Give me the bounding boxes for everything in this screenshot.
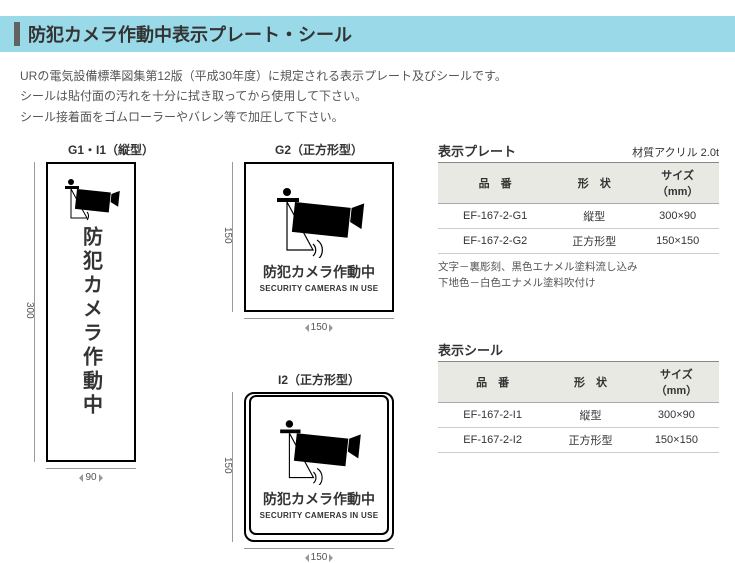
plate-table: 品 番 形 状 サイズ （mm） EF-167-2-G1 縦型 300×90 E… <box>438 163 719 254</box>
table-row: EF-167-2-I2 正方形型 150×150 <box>438 427 719 452</box>
cell-shape: 正方形型 <box>552 229 636 254</box>
cell-shape: 正方形型 <box>547 427 634 452</box>
cell-shape: 縦型 <box>547 402 634 427</box>
sign-g1i1-text: 防犯カメラ作動中 <box>77 226 106 418</box>
dim-width: 90 <box>46 472 136 483</box>
cell-size: 300×90 <box>634 402 719 427</box>
camera-icon <box>61 172 121 222</box>
sign-g2: 防犯カメラ作動中 SECURITY CAMERAS IN USE <box>244 162 394 312</box>
content-grid: G1・I1（縦型） 300 防犯カメラ作動中 90 G2（正方形型） <box>0 141 735 563</box>
sign-g1i1-block: G1・I1（縦型） 300 防犯カメラ作動中 90 <box>16 141 206 563</box>
column-2: G2（正方形型） 150 防犯カメラ作動中 SECURITY CAM <box>214 141 424 563</box>
page-title: 防犯カメラ作動中表示プレート・シール <box>28 21 352 47</box>
intro-line: シール接着面をゴムローラーやバレン等で加圧して下さい。 <box>20 107 715 127</box>
seal-title: 表示シール <box>438 340 503 359</box>
seal-table: 品 番 形 状 サイズ （mm） EF-167-2-I1 縦型 300×90 E… <box>438 362 719 453</box>
cell-size: 150×150 <box>634 427 719 452</box>
dim-line <box>232 392 233 542</box>
sign-g1i1-label: G1・I1（縦型） <box>16 141 206 158</box>
dim-width: 150 <box>244 322 394 333</box>
camera-icon <box>269 178 369 258</box>
cell-shape: 縦型 <box>552 204 636 229</box>
sign-i2-jp: 防犯カメラ作動中 <box>263 489 375 509</box>
table-row: EF-167-2-G2 正方形型 150×150 <box>438 229 719 254</box>
cell-size: 150×150 <box>636 229 719 254</box>
sign-g2-label: G2（正方形型） <box>214 141 424 158</box>
th-size: サイズ （mm） <box>634 362 719 403</box>
header-accent <box>14 22 20 46</box>
th-code: 品 番 <box>438 163 552 204</box>
th-code: 品 番 <box>438 362 547 403</box>
sign-g2-jp: 防犯カメラ作動中 <box>263 262 375 282</box>
sign-g1i1: 防犯カメラ作動中 <box>46 162 136 462</box>
dim-line <box>232 162 233 312</box>
sign-i2-en: SECURITY CAMERAS IN USE <box>260 511 379 520</box>
cell-size: 300×90 <box>636 204 719 229</box>
sign-i2-inner: 防犯カメラ作動中 SECURITY CAMERAS IN USE <box>249 395 389 535</box>
cell-code: EF-167-2-I1 <box>438 402 547 427</box>
sign-g2-en: SECURITY CAMERAS IN USE <box>260 284 379 293</box>
plate-footnote: 文字－裏彫刻、黒色エナメル塗料流し込み 下地色－白色エナメル塗料吹付け <box>438 260 719 292</box>
intro-text: URの電気設備標準図集第12版（平成30年度）に規定される表示プレート及びシール… <box>0 66 735 141</box>
intro-line: URの電気設備標準図集第12版（平成30年度）に規定される表示プレート及びシール… <box>20 66 715 86</box>
dim-line <box>34 162 35 462</box>
right-column: 表示プレート 材質アクリル 2.0t 品 番 形 状 サイズ （mm） EF-1… <box>432 141 719 563</box>
camera-icon <box>272 411 366 485</box>
seal-section: 表示シール 品 番 形 状 サイズ （mm） EF-167-2-I1 縦型 30… <box>438 340 719 453</box>
sign-g2-block: G2（正方形型） 150 防犯カメラ作動中 SECURITY CAM <box>214 141 424 333</box>
dim-width: 150 <box>244 552 394 563</box>
th-size: サイズ （mm） <box>636 163 719 204</box>
plate-title: 表示プレート <box>438 141 516 160</box>
sign-i2-label: I2（正方形型） <box>214 371 424 388</box>
table-row: EF-167-2-G1 縦型 300×90 <box>438 204 719 229</box>
plate-material: 材質アクリル 2.0t <box>632 144 719 160</box>
page-header: 防犯カメラ作動中表示プレート・シール <box>0 16 735 52</box>
seal-section-title: 表示シール <box>438 340 719 362</box>
sign-i2: 防犯カメラ作動中 SECURITY CAMERAS IN USE <box>244 392 394 542</box>
table-row: EF-167-2-I1 縦型 300×90 <box>438 402 719 427</box>
sign-i2-block: I2（正方形型） 150 <box>214 371 424 563</box>
dim-line <box>244 318 394 319</box>
th-shape: 形 状 <box>552 163 636 204</box>
th-shape: 形 状 <box>547 362 634 403</box>
plate-section-title: 表示プレート 材質アクリル 2.0t <box>438 141 719 163</box>
cell-code: EF-167-2-I2 <box>438 427 547 452</box>
cell-code: EF-167-2-G2 <box>438 229 552 254</box>
cell-code: EF-167-2-G1 <box>438 204 552 229</box>
intro-line: シールは貼付面の汚れを十分に拭き取ってから使用して下さい。 <box>20 86 715 106</box>
dim-line <box>46 468 136 469</box>
dim-line <box>244 548 394 549</box>
